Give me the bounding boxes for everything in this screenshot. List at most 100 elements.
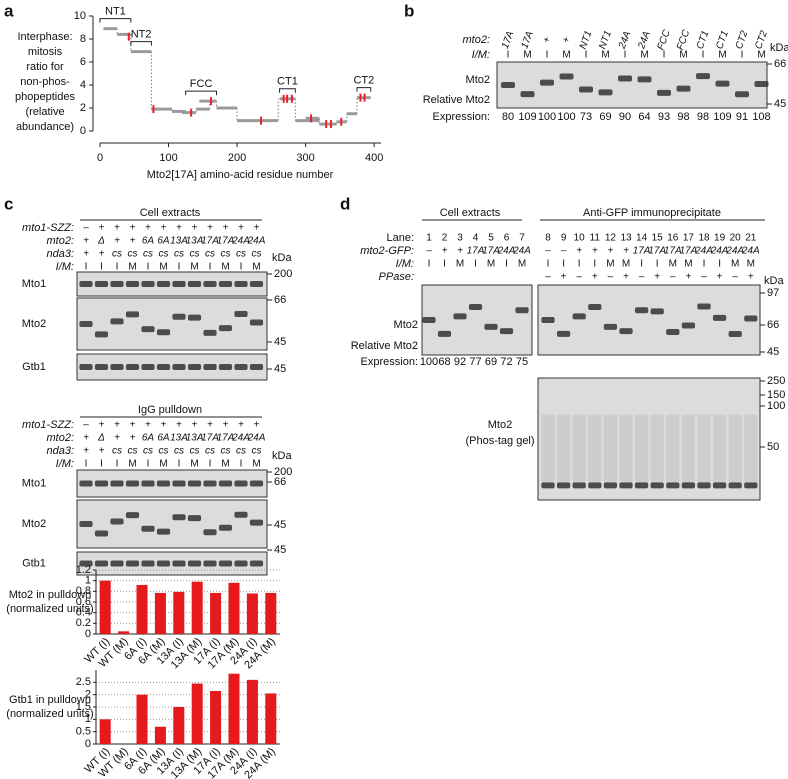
- expression-label: Expression:: [361, 356, 418, 368]
- lane-label: I: [718, 259, 721, 270]
- row-label: nda3:: [46, 248, 74, 260]
- gel-band: [234, 480, 248, 487]
- lane-label: +: [145, 420, 151, 431]
- gel-band: [79, 480, 93, 487]
- region-label: NT2: [131, 29, 152, 41]
- row-label: mto1-SZZ:: [22, 419, 74, 431]
- bar: [246, 679, 258, 744]
- gel-band: [249, 319, 264, 326]
- lane-label: +: [192, 223, 198, 234]
- lane-label: 8: [545, 233, 551, 244]
- lane-label: CT2: [734, 29, 751, 51]
- lane-label: +: [114, 236, 120, 247]
- gel: [76, 499, 268, 549]
- gel-smear: [681, 414, 696, 482]
- lane-label: I: [505, 259, 508, 270]
- gel-band: [79, 364, 93, 370]
- lane-label: I: [85, 459, 88, 470]
- gel-smear: [744, 414, 758, 482]
- lane-label: M: [640, 50, 648, 61]
- gel-band: [110, 560, 124, 567]
- gel: [421, 284, 533, 356]
- gel-band: [249, 480, 264, 487]
- lane-label: I: [593, 259, 596, 270]
- lane-label: 24A: [617, 29, 634, 51]
- gel-band: [172, 514, 186, 521]
- lane-label: +: [442, 246, 448, 257]
- marker-label: 150: [767, 389, 785, 401]
- lane-label: +: [130, 223, 136, 234]
- y-axis-label: Gtb1 in pulldown: [9, 694, 91, 706]
- lane-label: +: [207, 420, 213, 431]
- lane-label: –: [560, 246, 567, 257]
- y-axis-label: Mto2 in pulldown: [9, 589, 92, 601]
- lane-label: I: [147, 262, 150, 273]
- y-axis-label: mitosis: [28, 46, 63, 58]
- lane-label: I: [100, 459, 103, 470]
- gel-band: [637, 76, 652, 83]
- lane-label: I: [741, 50, 744, 61]
- gel-band: [125, 560, 140, 567]
- gel-band: [141, 560, 155, 567]
- row-label: Lane:: [386, 232, 414, 244]
- row-label: mto2-GFP:: [360, 245, 414, 257]
- lane-label: I: [547, 259, 550, 270]
- lane-label: +: [238, 223, 244, 234]
- lane-label: I: [116, 459, 119, 470]
- lane-label: 5: [488, 233, 494, 244]
- marker-label: 250: [767, 375, 785, 387]
- lane-label: 17A: [664, 246, 682, 257]
- gel-band: [125, 364, 140, 370]
- gel-band: [619, 482, 633, 489]
- lane-label: 19: [714, 233, 726, 244]
- lane-label: M: [128, 459, 136, 470]
- gel-band: [744, 482, 758, 489]
- lane-label: cs: [236, 249, 246, 260]
- lane-label: I: [585, 50, 588, 61]
- gel-band: [603, 323, 618, 330]
- kda-label: kDa: [272, 450, 292, 462]
- gel-band: [234, 281, 248, 287]
- lane-label: cs: [112, 249, 122, 260]
- x-tick-label: 0: [97, 152, 103, 164]
- gel-band: [572, 313, 586, 320]
- lane-label: M: [190, 459, 198, 470]
- lane-label: +: [99, 420, 105, 431]
- gel-band: [634, 482, 649, 489]
- lane-label: 17A: [201, 236, 219, 247]
- lane-label: 20: [730, 233, 742, 244]
- gel-smear: [634, 414, 649, 482]
- lane-label: M: [456, 259, 464, 270]
- gel: [537, 284, 761, 356]
- gel-band: [541, 317, 555, 323]
- gel-band: [728, 482, 742, 489]
- lane-label: I: [178, 262, 181, 273]
- lane-label: +: [685, 272, 691, 283]
- expression-value: 80: [502, 111, 514, 123]
- gel-label: Mto2: [22, 518, 46, 530]
- lane-label: +: [207, 223, 213, 234]
- lane-label: I: [474, 259, 477, 270]
- gel-band: [125, 281, 140, 287]
- gel-band: [172, 560, 186, 567]
- gel-band: [156, 560, 171, 567]
- gel-band: [156, 528, 171, 535]
- expression-value: 69: [485, 356, 497, 368]
- lane-label: +: [223, 420, 229, 431]
- lane-label: +: [717, 272, 723, 283]
- gel-band: [453, 313, 467, 320]
- expression-value: 91: [736, 111, 748, 123]
- lane-label: –: [670, 272, 676, 283]
- gel-band: [125, 512, 140, 519]
- lane-label: 12: [605, 233, 617, 244]
- lane-label: cs: [252, 249, 262, 260]
- lane-label: +: [223, 223, 229, 234]
- lane-label: I: [507, 50, 510, 61]
- gel-band: [249, 519, 264, 526]
- expression-label: Expression:: [433, 111, 490, 123]
- lane-label: +: [607, 246, 613, 257]
- band-label: Mto2: [394, 319, 418, 331]
- marker-label: 66: [274, 476, 286, 488]
- y-tick-label: 0.6: [76, 596, 91, 608]
